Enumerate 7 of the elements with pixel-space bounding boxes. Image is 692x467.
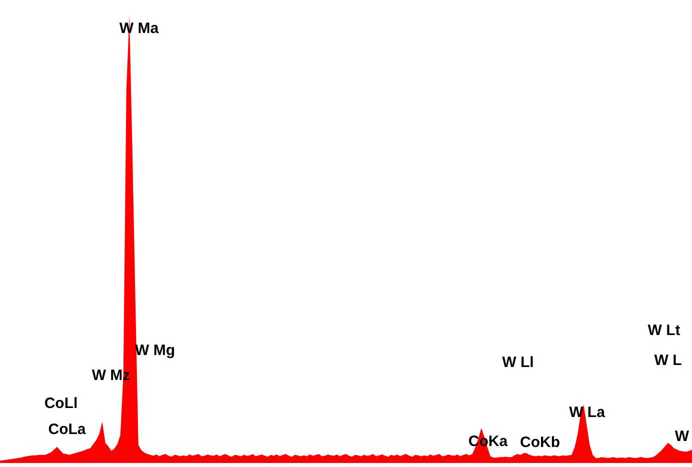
- annotation: CoKb: [520, 434, 560, 451]
- annotation: CoLl: [44, 395, 78, 412]
- annotation: CoLa: [48, 421, 86, 438]
- annotation: W L: [654, 352, 682, 369]
- annotation: W: [674, 428, 690, 445]
- annotation: W Lt: [648, 322, 680, 339]
- annotation: W Ll: [502, 354, 534, 371]
